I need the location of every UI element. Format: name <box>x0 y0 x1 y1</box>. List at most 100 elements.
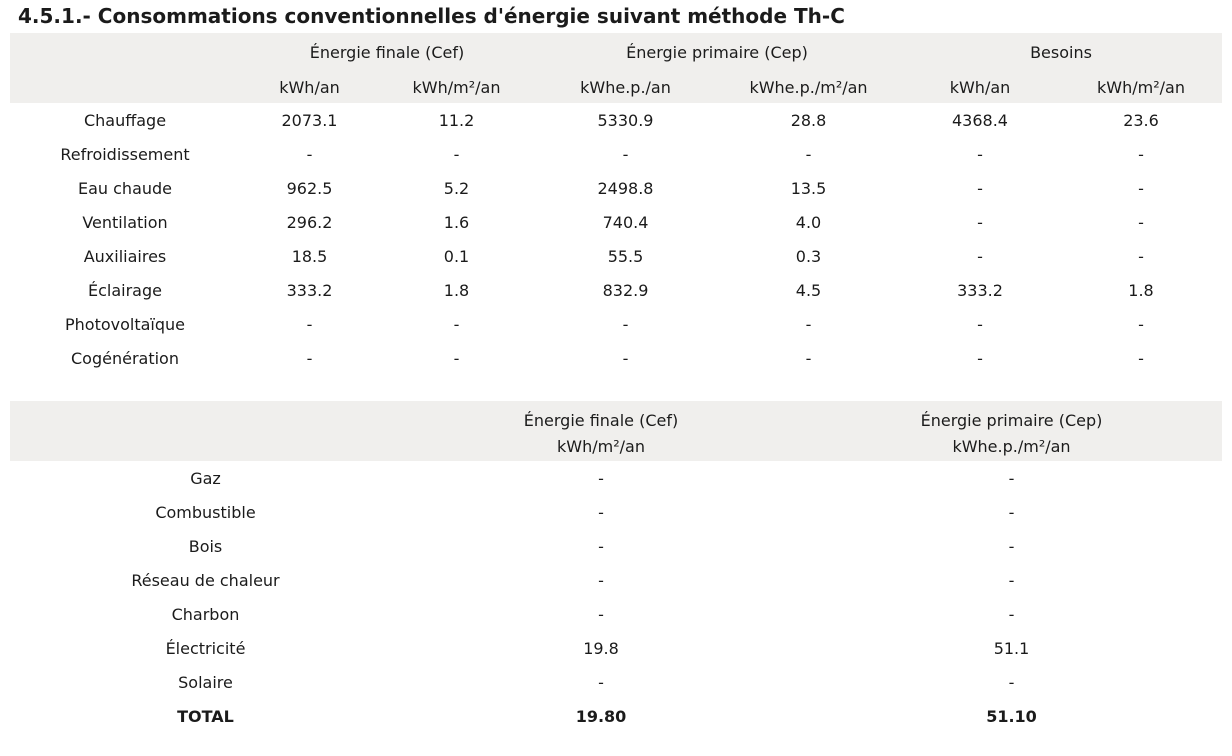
column-header-label: Énergie finale (Cef) <box>523 411 679 430</box>
value-cell: 333.2 <box>957 280 1003 300</box>
row-label: Eau chaude <box>77 178 173 198</box>
table-row: Bois - - <box>10 529 1222 563</box>
value-cell: - <box>1138 246 1144 266</box>
energy-carrier-table-body: Gaz - - Combustible - - Bois - - Réseau de chaleu… <box>10 461 1222 733</box>
value-cell: - <box>805 144 812 164</box>
value-cell: 296.2 <box>286 212 333 232</box>
value-cell: 51.1 <box>993 638 1030 658</box>
value-cell: - <box>598 604 604 624</box>
value-cell: - <box>1138 144 1144 164</box>
value-cell: - <box>453 144 460 164</box>
value-cell: - <box>805 314 812 334</box>
value-cell: - <box>453 348 460 368</box>
value-cell: - <box>977 144 983 164</box>
row-label: Combustible <box>155 502 256 522</box>
unit-header: kWh/an <box>949 77 1011 97</box>
table-row: TOTAL 19.80 51.10 <box>10 699 1222 733</box>
unit-header: kWh/an <box>279 77 340 97</box>
value-cell: 51.10 <box>986 706 1037 726</box>
section-title: 4.5.1.- Consommations conventionnelles d… <box>18 4 845 28</box>
value-cell: 5.2 <box>443 178 470 198</box>
report-page: 4.5.1.- Consommations conventionnelles d… <box>10 4 1222 733</box>
value-cell: - <box>453 314 460 334</box>
value-cell: - <box>977 178 983 198</box>
table-row: Auxiliaires 18.5 0.1 55.5 0.3 - - <box>10 239 1222 273</box>
energy-carrier-table: Énergie finale (Cef) kWh/m²/an Énergie p… <box>10 401 1222 733</box>
value-cell: - <box>1008 672 1015 692</box>
column-group-energie-finale: Énergie finale (Cef) <box>309 42 465 62</box>
value-cell: 4.5 <box>795 280 822 300</box>
value-cell: - <box>1138 314 1144 334</box>
table-row: Électricité 19.8 51.1 <box>10 631 1222 665</box>
value-cell: - <box>1008 536 1015 556</box>
value-cell: 1.8 <box>1128 280 1154 300</box>
value-cell: 1.8 <box>443 280 470 300</box>
unit-header-row: kWh/an kWh/m²/an kWhe.p./an kWhe.p./m²/an kW… <box>10 71 1222 103</box>
value-cell: 333.2 <box>286 280 333 300</box>
value-cell: 19.80 <box>575 706 627 726</box>
value-cell: 28.8 <box>790 110 827 130</box>
value-cell: 740.4 <box>602 212 649 232</box>
value-cell: - <box>977 314 983 334</box>
row-label: Éclairage <box>88 280 162 300</box>
unit-header: kWhe.p./m²/an <box>749 77 868 97</box>
value-cell: - <box>1008 468 1015 488</box>
row-label: Réseau de chaleur <box>131 570 280 590</box>
table-row: Combustible - - <box>10 495 1222 529</box>
unit-header: kWhe.p./an <box>580 77 671 97</box>
value-cell: 4368.4 <box>952 110 1008 130</box>
column-header-energie-primaire: Énergie primaire (Cep) kWhe.p./m²/an <box>801 408 1222 461</box>
value-cell: 832.9 <box>602 280 649 300</box>
value-cell: 23.6 <box>1123 110 1159 130</box>
row-label: Photovoltaïque <box>64 314 185 334</box>
value-cell: - <box>977 212 983 232</box>
value-cell: 1.6 <box>443 212 470 232</box>
row-label: Électricité <box>165 638 246 658</box>
value-cell: 0.1 <box>443 246 470 266</box>
value-cell: 19.8 <box>583 638 619 658</box>
value-cell: - <box>1138 178 1144 198</box>
table-row: Chauffage 2073.1 11.2 5330.9 28.8 4368.4 23.6 <box>10 103 1222 137</box>
row-label: TOTAL <box>177 706 234 726</box>
row-label: Chauffage <box>83 110 167 130</box>
table-row: Gaz - - <box>10 461 1222 495</box>
value-cell: 2498.8 <box>597 178 654 198</box>
value-cell: 5330.9 <box>597 110 654 130</box>
table-row: Solaire - - <box>10 665 1222 699</box>
value-cell: 2073.1 <box>281 110 338 130</box>
energy-consumption-table: Énergie finale (Cef) Énergie primaire (C… <box>10 33 1222 375</box>
row-label: Ventilation <box>82 212 168 232</box>
row-label: Cogénération <box>71 348 179 368</box>
value-cell: - <box>306 348 313 368</box>
column-group-energie-primaire: Énergie primaire (Cep) <box>626 42 808 62</box>
value-cell: 18.5 <box>291 246 328 266</box>
column-group-row: Énergie finale (Cef) Énergie primaire (C… <box>10 33 1222 71</box>
column-header-unit: kWh/m²/an <box>557 437 645 456</box>
value-cell: - <box>598 468 604 488</box>
column-header-label: Énergie primaire (Cep) <box>920 411 1103 430</box>
table-row: Refroidissement - - - - - - <box>10 137 1222 171</box>
table-row: Photovoltaïque - - - - - - <box>10 307 1222 341</box>
value-cell: - <box>306 314 313 334</box>
value-cell: - <box>1008 604 1015 624</box>
value-cell: 4.0 <box>795 212 822 232</box>
table-row: Éclairage 333.2 1.8 832.9 4.5 333.2 1.8 <box>10 273 1222 307</box>
value-cell: 0.3 <box>795 246 822 266</box>
value-cell: - <box>1138 348 1144 368</box>
value-cell: 13.5 <box>790 178 827 198</box>
table-row: Eau chaude 962.5 5.2 2498.8 13.5 - - <box>10 171 1222 205</box>
column-group-besoins: Besoins <box>1030 42 1092 62</box>
value-cell: - <box>1138 212 1144 232</box>
value-cell: - <box>1008 502 1015 522</box>
row-label: Solaire <box>178 672 233 692</box>
value-cell: 55.5 <box>607 246 644 266</box>
row-label: Gaz <box>190 468 221 488</box>
column-header-energie-finale: Énergie finale (Cef) kWh/m²/an <box>401 408 801 461</box>
unit-header: kWh/m²/an <box>1097 77 1185 97</box>
value-cell: 962.5 <box>286 178 333 198</box>
value-cell: - <box>598 502 604 522</box>
value-cell: - <box>622 144 629 164</box>
unit-header: kWh/m²/an <box>412 77 501 97</box>
value-cell: 11.2 <box>438 110 475 130</box>
value-cell: - <box>1008 570 1015 590</box>
